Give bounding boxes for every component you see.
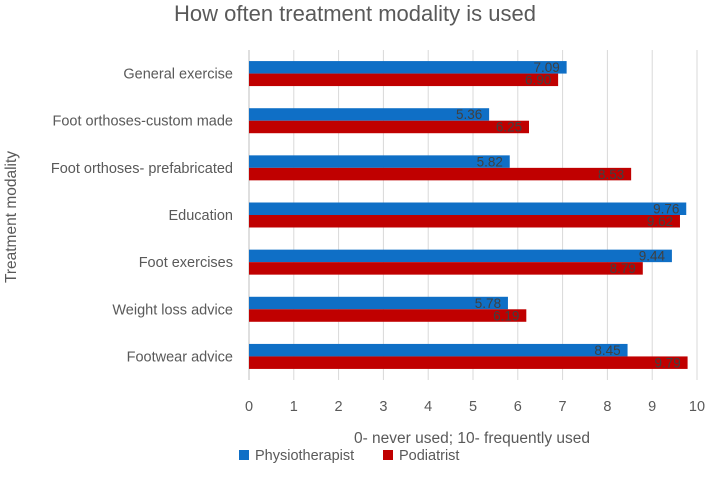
- x-tick-label: 9: [648, 399, 656, 415]
- data-label-podiatrist: 8.79: [610, 261, 636, 276]
- x-tick-label: 8: [603, 399, 611, 415]
- y-axis-label: Treatment modality: [3, 151, 20, 283]
- bar-physiotherapist: [249, 249, 672, 263]
- x-tick-label: 10: [689, 399, 705, 415]
- legend-swatch-podiatrist: [383, 450, 393, 460]
- bar-podiatrist: [249, 120, 529, 134]
- x-tick-label: 4: [424, 399, 432, 415]
- bars: [249, 61, 688, 369]
- bar-podiatrist: [249, 309, 527, 322]
- legend-label-physiotherapist: Physiotherapist: [255, 448, 354, 464]
- category-label: Education: [169, 208, 234, 224]
- x-tick-label: 0: [245, 399, 253, 415]
- legend-swatch-physiotherapist: [239, 450, 249, 460]
- x-tick-labels: 0 1 2 3 4 5 6 7 8 9 10: [245, 399, 705, 415]
- category-label: Weight loss advice: [112, 302, 233, 318]
- data-label-podiatrist: 9.79: [654, 355, 680, 370]
- x-tick-label: 3: [379, 399, 387, 415]
- data-label-physiotherapist: 5.78: [475, 296, 501, 311]
- category-label: Foot exercises: [139, 255, 233, 271]
- bar-podiatrist: [249, 215, 680, 228]
- category-label: Foot orthoses- prefabricated: [51, 161, 233, 177]
- bar-podiatrist: [249, 73, 559, 87]
- category-label: General exercise: [123, 67, 233, 83]
- bar-podiatrist: [249, 356, 688, 369]
- data-label-physiotherapist: 5.36: [456, 107, 482, 122]
- data-label-podiatrist: 6.25: [496, 120, 522, 135]
- x-tick-label: 6: [514, 399, 522, 415]
- x-tick-label: 2: [335, 399, 343, 415]
- legend-label-podiatrist: Podiatrist: [399, 448, 459, 464]
- data-label-physiotherapist: 7.09: [533, 60, 559, 75]
- data-label-physiotherapist: 9.76: [653, 202, 679, 217]
- category-label: Footwear advice: [127, 349, 233, 365]
- bar-physiotherapist: [249, 108, 490, 121]
- bar-physiotherapist: [249, 296, 508, 310]
- bar-podiatrist: [249, 167, 632, 181]
- x-tick-label: 7: [559, 399, 567, 415]
- x-tick-label: 5: [469, 399, 477, 415]
- x-tick-label: 1: [290, 399, 298, 415]
- category-labels: General exercise Foot orthoses-custom mad…: [51, 67, 233, 366]
- bar-physiotherapist: [249, 61, 567, 74]
- data-label-podiatrist: 6.90: [525, 73, 551, 88]
- bar-physiotherapist: [249, 202, 687, 215]
- chart-title: How often treatment modality is used: [174, 1, 536, 26]
- legend: Physiotherapist Podiatrist: [239, 448, 459, 464]
- bar-podiatrist: [249, 262, 643, 275]
- data-label-podiatrist: 8.53: [598, 167, 624, 182]
- bar-physiotherapist: [249, 155, 510, 168]
- data-label-physiotherapist: 5.82: [477, 154, 503, 169]
- data-label-physiotherapist: 9.44: [639, 249, 666, 264]
- x-axis-label: 0- never used; 10- frequently used: [354, 430, 590, 447]
- data-label-podiatrist: 6.19: [493, 308, 519, 323]
- data-label-podiatrist: 9.62: [647, 214, 673, 229]
- data-labels: 7.096.90 5.36 6.25 5.82 8.53 9.769.62 9.448.79…: [456, 60, 681, 370]
- data-label-physiotherapist: 8.45: [594, 343, 620, 358]
- category-label: Foot orthoses-custom made: [52, 114, 233, 130]
- bar-physiotherapist: [249, 343, 628, 357]
